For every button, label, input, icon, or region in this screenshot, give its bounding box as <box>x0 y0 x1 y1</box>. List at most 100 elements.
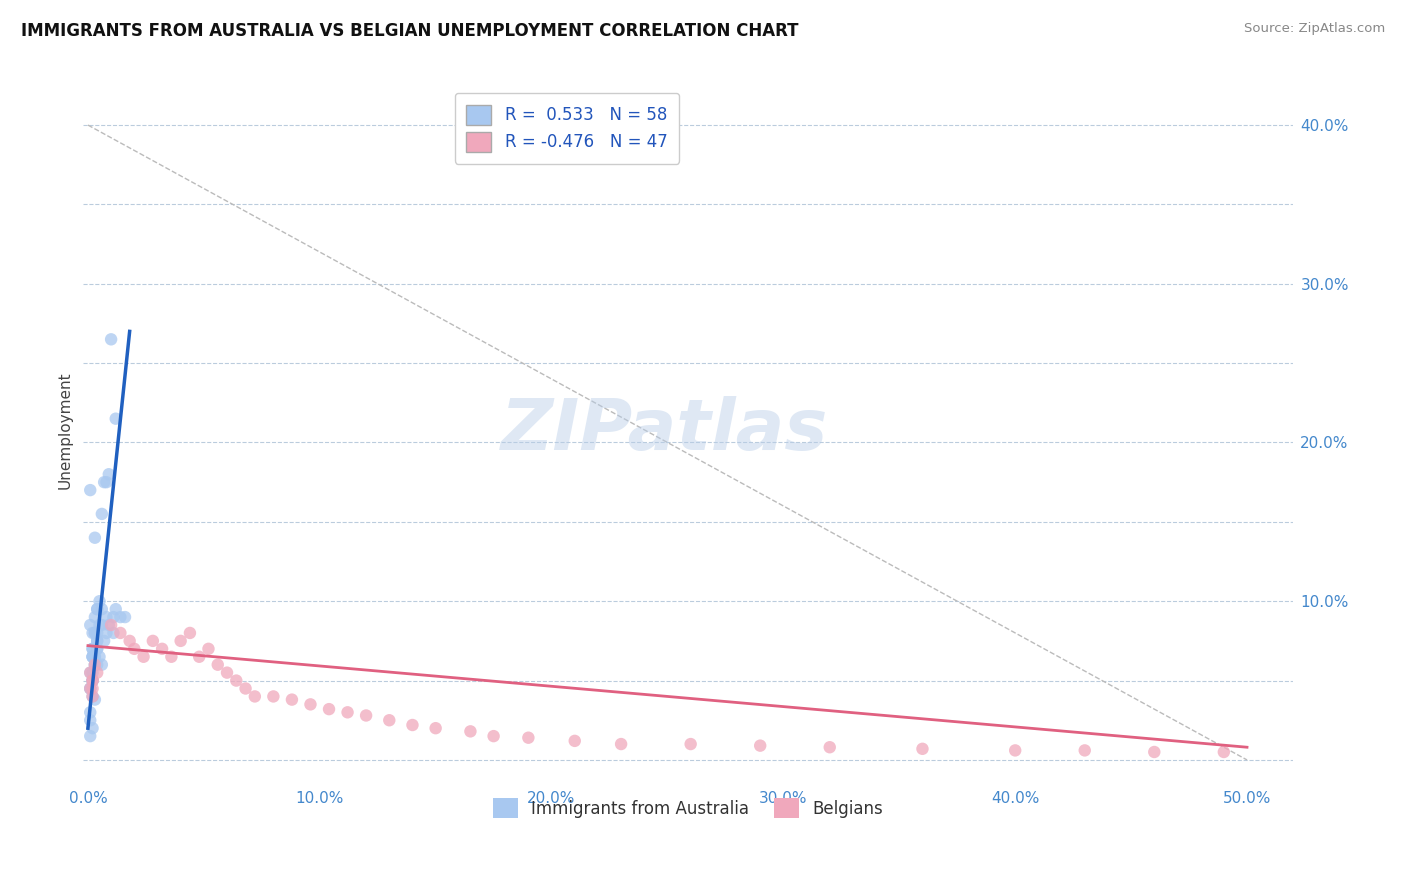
Point <box>401 718 423 732</box>
Point <box>83 531 105 545</box>
Point <box>118 633 141 648</box>
Point <box>79 706 101 720</box>
Point <box>225 673 247 688</box>
Point <box>188 649 211 664</box>
Point <box>97 467 120 482</box>
Point <box>1143 745 1166 759</box>
Point <box>207 657 229 672</box>
Legend: Immigrants from Australia, Belgians: Immigrants from Australia, Belgians <box>486 791 890 825</box>
Point <box>82 641 104 656</box>
Point <box>79 618 101 632</box>
Point <box>83 657 105 672</box>
Point <box>82 721 104 735</box>
Text: ZIPatlas: ZIPatlas <box>501 396 828 465</box>
Point <box>79 713 101 727</box>
Point <box>100 332 122 346</box>
Point <box>90 507 112 521</box>
Point <box>96 610 118 624</box>
Point <box>82 626 104 640</box>
Point <box>82 649 104 664</box>
Point <box>104 602 127 616</box>
Text: Source: ZipAtlas.com: Source: ZipAtlas.com <box>1244 22 1385 36</box>
Point <box>82 690 104 704</box>
Point <box>215 665 238 680</box>
Point <box>86 665 108 680</box>
Point <box>93 475 115 490</box>
Point <box>97 618 120 632</box>
Point <box>90 618 112 632</box>
Point <box>79 681 101 696</box>
Point <box>83 649 105 664</box>
Point <box>82 641 104 656</box>
Point <box>169 633 191 648</box>
Point <box>110 610 132 624</box>
Point <box>150 641 173 656</box>
Point <box>96 475 118 490</box>
Point <box>114 610 136 624</box>
Point <box>235 681 257 696</box>
Point <box>89 649 111 664</box>
Point <box>86 602 108 616</box>
Point <box>82 665 104 680</box>
Point <box>96 626 118 640</box>
Point <box>425 721 447 735</box>
Point <box>79 681 101 696</box>
Point <box>86 633 108 648</box>
Point <box>86 626 108 640</box>
Point <box>82 681 104 696</box>
Point <box>1212 745 1234 759</box>
Point <box>1074 743 1097 757</box>
Point <box>482 729 505 743</box>
Point <box>160 649 183 664</box>
Point <box>354 708 377 723</box>
Y-axis label: Unemployment: Unemployment <box>58 372 72 490</box>
Point <box>197 641 219 656</box>
Point <box>82 649 104 664</box>
Point <box>83 692 105 706</box>
Point <box>110 626 132 640</box>
Point <box>82 690 104 704</box>
Point <box>82 673 104 688</box>
Point <box>79 665 101 680</box>
Point <box>299 698 322 712</box>
Point <box>83 657 105 672</box>
Point <box>79 483 101 497</box>
Point <box>142 633 165 648</box>
Point <box>82 673 104 688</box>
Point <box>86 657 108 672</box>
Point <box>82 673 104 688</box>
Point <box>82 673 104 688</box>
Point <box>90 657 112 672</box>
Point <box>124 641 146 656</box>
Point <box>83 626 105 640</box>
Point <box>83 649 105 664</box>
Point <box>89 594 111 608</box>
Point <box>104 411 127 425</box>
Text: IMMIGRANTS FROM AUSTRALIA VS BELGIAN UNEMPLOYMENT CORRELATION CHART: IMMIGRANTS FROM AUSTRALIA VS BELGIAN UNE… <box>21 22 799 40</box>
Point <box>86 602 108 616</box>
Point <box>818 740 841 755</box>
Point <box>1004 743 1026 757</box>
Point <box>86 641 108 656</box>
Point <box>460 724 482 739</box>
Point <box>79 681 101 696</box>
Point <box>100 618 122 632</box>
Point <box>89 618 111 632</box>
Point <box>679 737 702 751</box>
Point <box>179 626 201 640</box>
Point <box>336 706 359 720</box>
Point <box>749 739 772 753</box>
Point <box>83 626 105 640</box>
Point <box>564 734 586 748</box>
Point <box>83 657 105 672</box>
Point <box>93 633 115 648</box>
Point <box>83 610 105 624</box>
Point <box>911 741 934 756</box>
Point <box>610 737 633 751</box>
Point <box>86 641 108 656</box>
Point <box>103 626 125 640</box>
Point <box>90 602 112 616</box>
Point <box>86 633 108 648</box>
Point <box>79 729 101 743</box>
Point <box>262 690 284 704</box>
